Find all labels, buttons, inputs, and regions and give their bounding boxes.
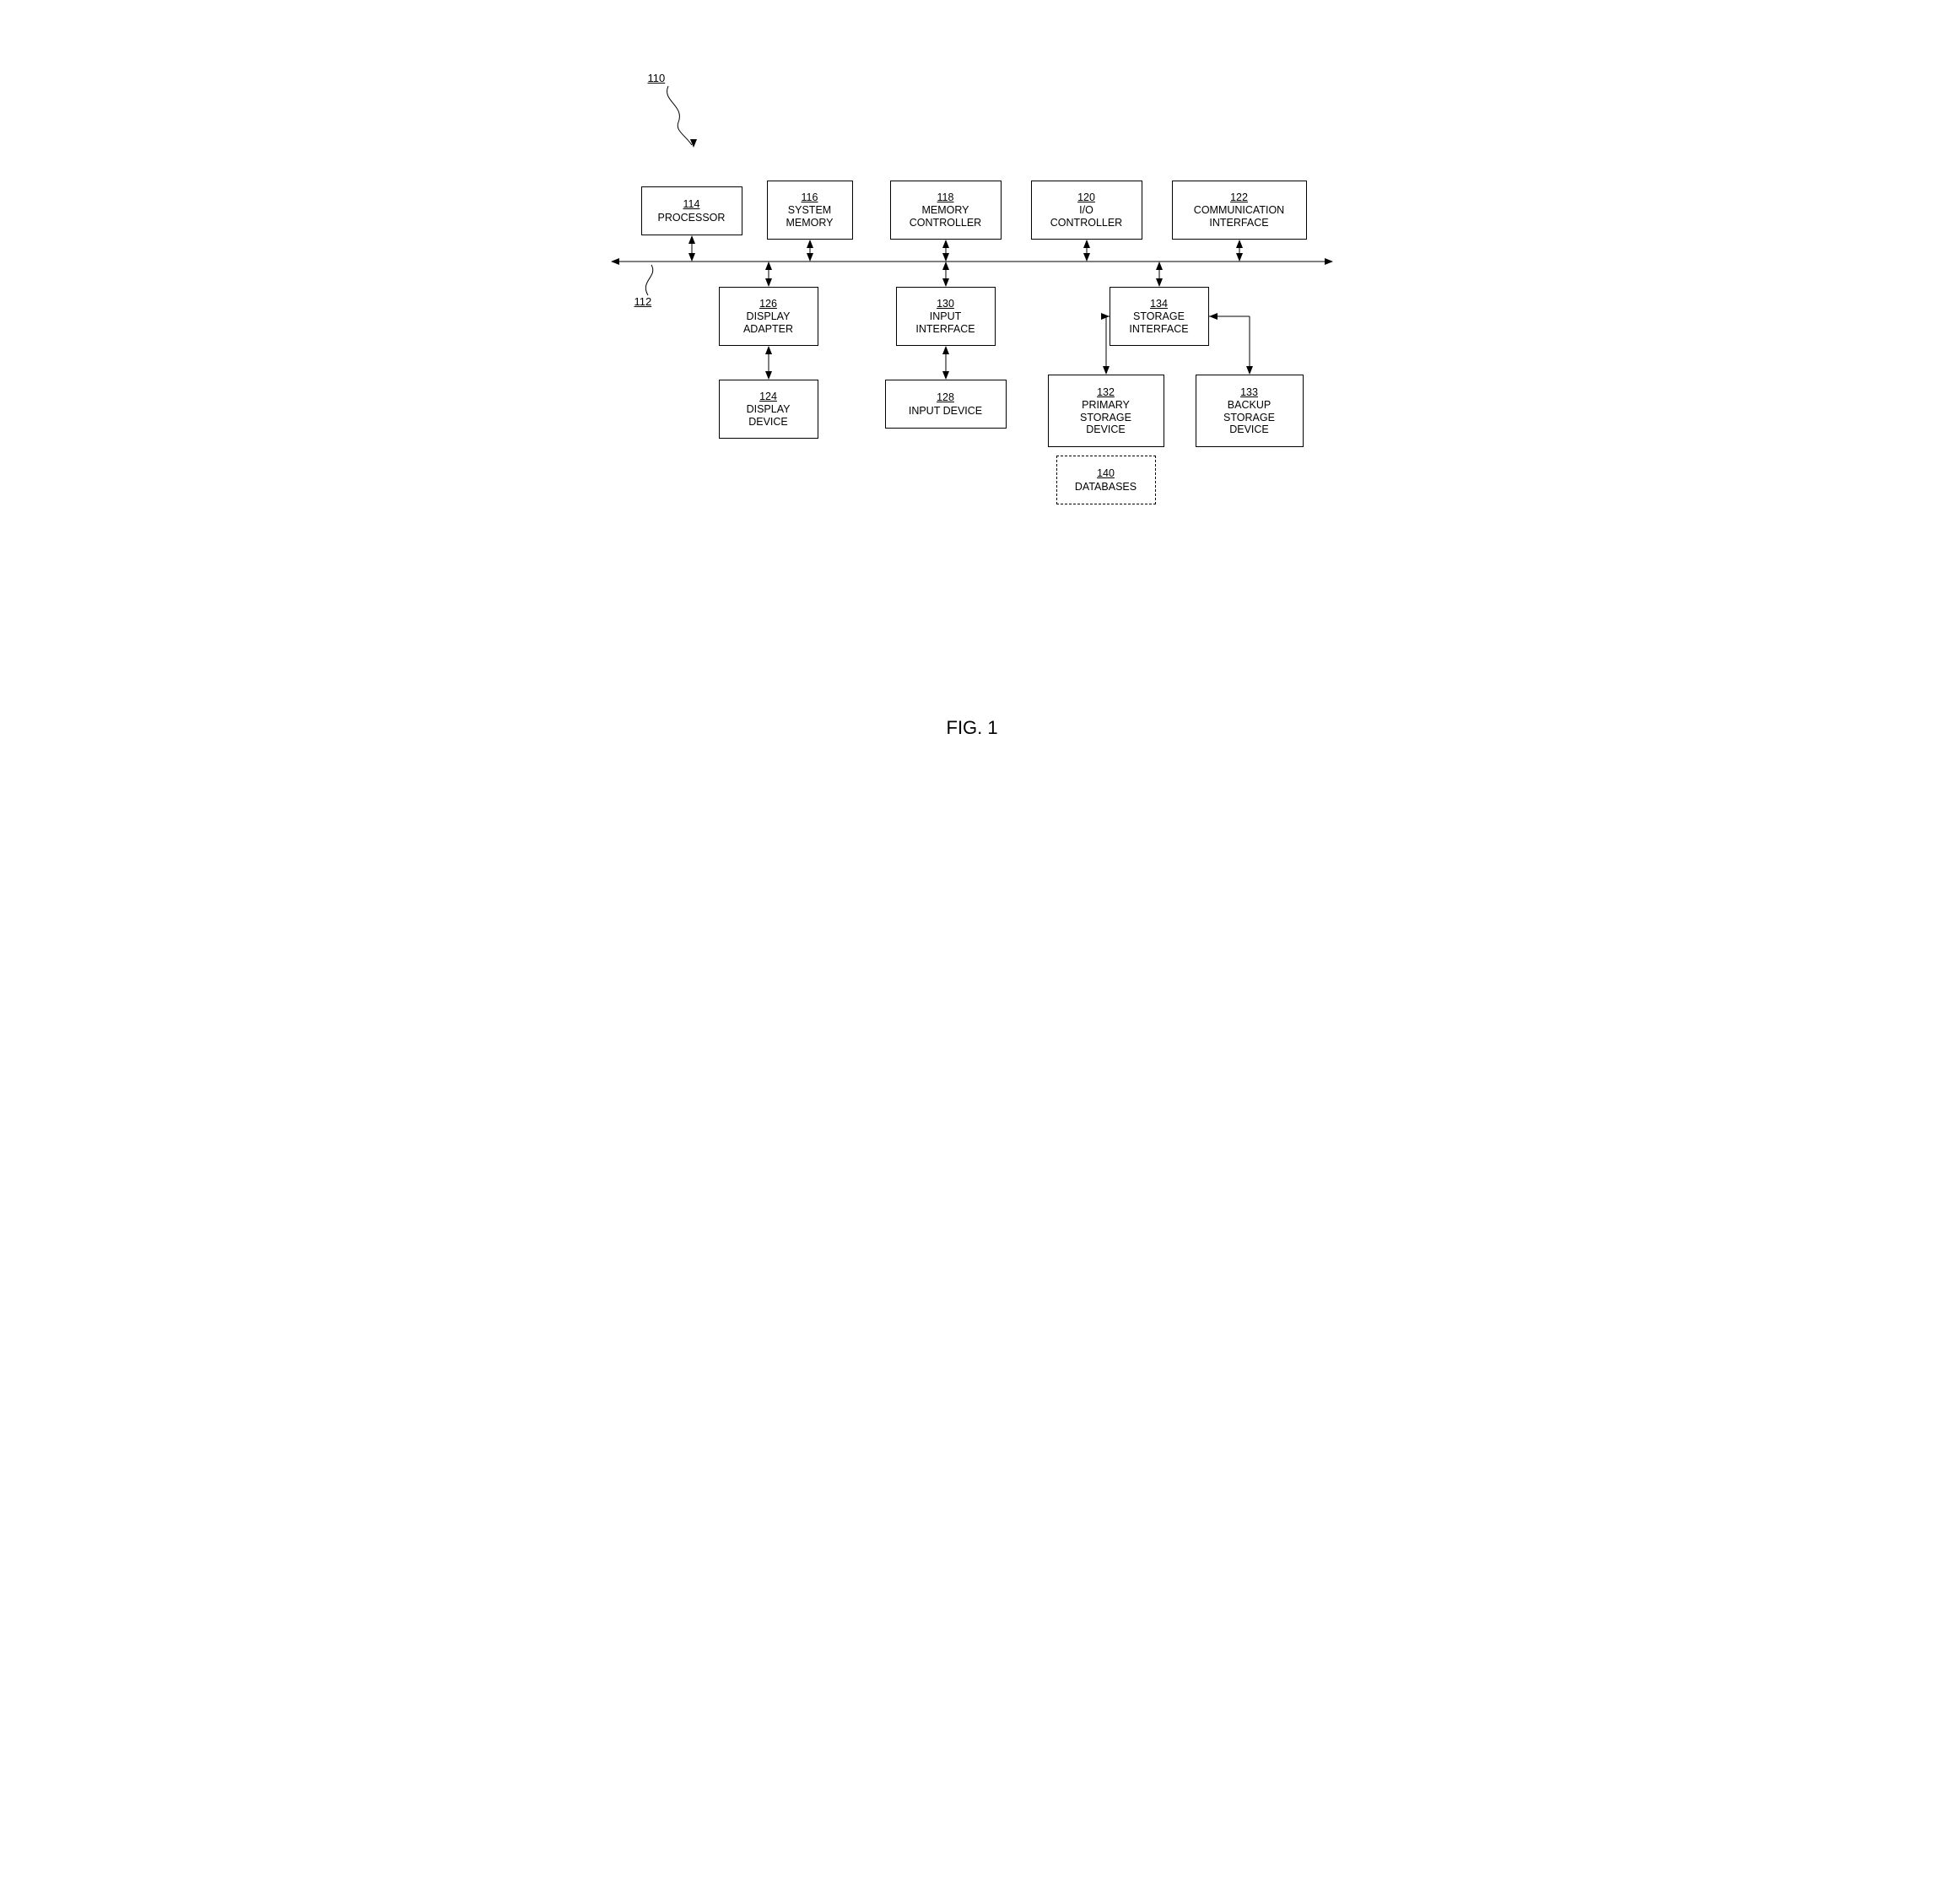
block-input_if: 130INPUT INTERFACE <box>896 287 996 346</box>
block-ref-storage_if: 134 <box>1150 298 1168 310</box>
block-ref-io_ctrl: 120 <box>1077 191 1095 203</box>
block-ref-processor: 114 <box>683 198 700 210</box>
block-label-disp_device: DISPLAY DEVICE <box>747 403 791 428</box>
block-label-disp_adapter: DISPLAY ADAPTER <box>743 310 793 335</box>
block-ref-backup_store: 133 <box>1240 386 1258 398</box>
ref-112: 112 <box>634 295 652 308</box>
block-ref-sys_memory: 116 <box>802 191 818 203</box>
block-ref-comm_if: 122 <box>1230 191 1248 203</box>
block-ref-disp_device: 124 <box>759 391 777 402</box>
block-ref-primary_store: 132 <box>1097 386 1115 398</box>
block-label-storage_if: STORAGE INTERFACE <box>1129 310 1188 335</box>
block-storage_if: 134STORAGE INTERFACE <box>1110 287 1209 346</box>
block-label-backup_store: BACKUP STORAGE DEVICE <box>1223 399 1275 435</box>
block-ref-disp_adapter: 126 <box>759 298 777 310</box>
block-label-sys_memory: SYSTEM MEMORY <box>786 204 833 229</box>
block-disp_device: 124DISPLAY DEVICE <box>719 380 818 439</box>
block-comm_if: 122COMMUNICATION INTERFACE <box>1172 181 1307 240</box>
block-ref-input_if: 130 <box>937 298 954 310</box>
block-ref-mem_ctrl: 118 <box>937 191 954 203</box>
block-label-input_if: INPUT INTERFACE <box>915 310 975 335</box>
block-sys_memory: 116SYSTEM MEMORY <box>767 181 853 240</box>
block-label-input_device: INPUT DEVICE <box>909 405 982 417</box>
block-label-mem_ctrl: MEMORY CONTROLLER <box>910 204 981 229</box>
block-primary_store: 132PRIMARY STORAGE DEVICE <box>1048 375 1164 447</box>
ref-110: 110 <box>648 72 666 84</box>
block-ref-input_device: 128 <box>937 391 954 403</box>
block-label-comm_if: COMMUNICATION INTERFACE <box>1194 204 1284 229</box>
block-label-primary_store: PRIMARY STORAGE DEVICE <box>1080 399 1131 435</box>
figure-caption: FIG. 1 <box>947 717 998 739</box>
block-processor: 114 PROCESSOR <box>641 186 742 235</box>
block-backup_store: 133BACKUP STORAGE DEVICE <box>1196 375 1304 447</box>
block-io_ctrl: 120I/O CONTROLLER <box>1031 181 1142 240</box>
block-disp_adapter: 126DISPLAY ADAPTER <box>719 287 818 346</box>
block-label-processor: PROCESSOR <box>658 212 726 224</box>
block-input_device: 128 INPUT DEVICE <box>885 380 1007 429</box>
block-databases: 140 DATABASES <box>1056 456 1156 504</box>
block-label-io_ctrl: I/O CONTROLLER <box>1050 204 1122 229</box>
block-mem_ctrl: 118MEMORY CONTROLLER <box>890 181 1002 240</box>
block-ref-databases: 140 <box>1097 467 1115 479</box>
block-label-databases: DATABASES <box>1075 481 1137 493</box>
